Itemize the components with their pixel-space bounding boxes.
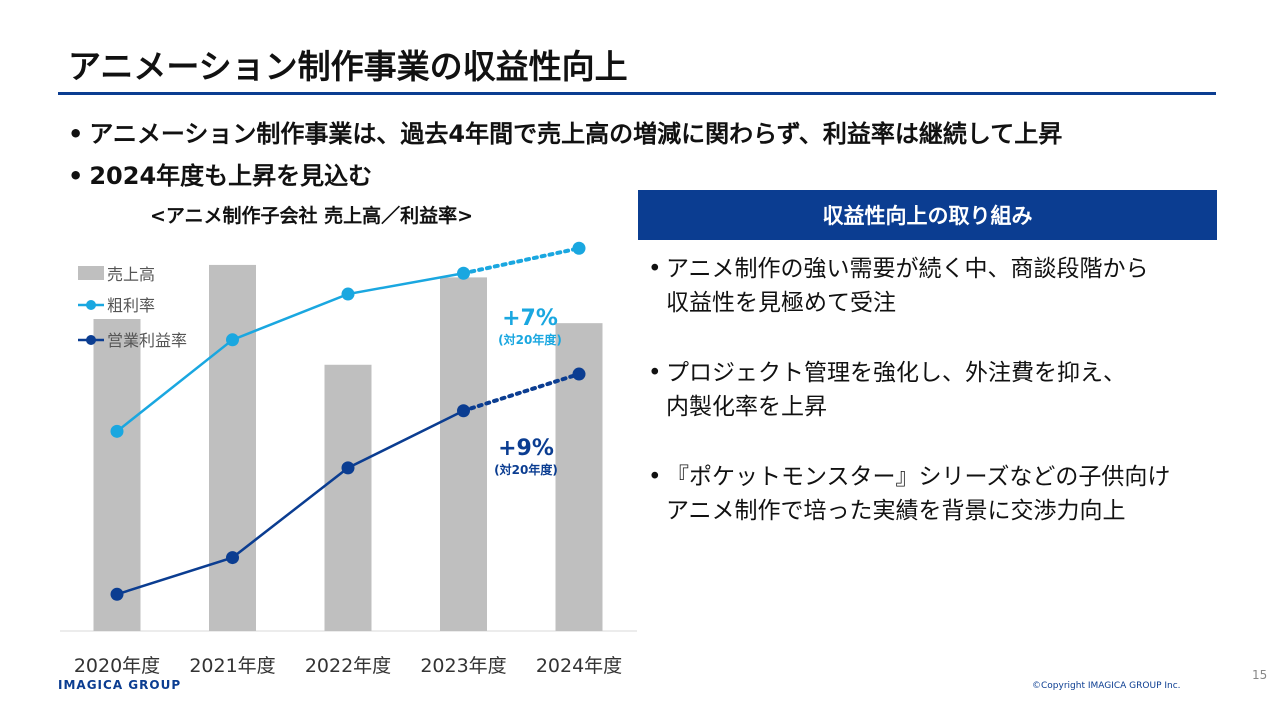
bar-uriage <box>324 364 372 631</box>
bullet-2-text: 2024年度も上昇を見込む <box>89 162 373 190</box>
data-point-operating-margin <box>341 461 355 475</box>
panel-item-line: プロジェクト管理を強化し、外注費を抑え、 <box>666 360 1126 386</box>
data-point-gross-margin <box>457 266 470 280</box>
data-point-operating-margin <box>110 587 124 601</box>
legend-label: 営業利益率 <box>107 331 187 350</box>
series-projection-operating-margin <box>461 372 581 413</box>
data-point-gross-margin <box>226 333 239 347</box>
legend-label: 売上高 <box>107 265 155 284</box>
data-point-operating-margin <box>457 404 470 418</box>
annotation-value-operating: +9% <box>498 436 554 461</box>
x-tick-label: 2023年度 <box>420 655 506 677</box>
panel-item-line: 収益性を見極めて受注 <box>666 290 896 316</box>
series-line-operating-margin <box>116 409 465 596</box>
legend-swatch-gross-marker <box>86 300 96 310</box>
panel-heading-text: 収益性向上の取り組み <box>822 204 1033 228</box>
bullet-2: • 2024年度も上昇を見込む <box>68 162 373 190</box>
data-point-gross-margin <box>572 241 586 255</box>
legend-swatch-operating-marker <box>86 335 96 345</box>
x-tick-label: 2024年度 <box>536 655 622 677</box>
x-tick-label: 2022年度 <box>305 655 391 677</box>
series-projection-gross-margin <box>461 246 581 276</box>
copyright: ©Copyright IMAGICA GROUP Inc. <box>1032 681 1181 691</box>
panel-item-line: アニメ制作で培った実績を背景に交渉力向上 <box>666 498 1126 524</box>
company-logo: IMAGICA GROUP <box>58 678 182 692</box>
annotation-value-gross: +7% <box>502 306 558 331</box>
title-divider <box>58 92 1216 95</box>
annotation-note-gross: (対20年度) <box>498 332 562 347</box>
panel-item-line: アニメ制作の強い需要が続く中、商談段階から <box>666 256 1149 282</box>
panel-item: • プロジェクト管理を強化し、外注費を抑え、 内製化率を上昇 <box>648 356 1218 424</box>
legend-swatch-bar <box>78 266 104 280</box>
panel-heading: 収益性向上の取り組み <box>638 190 1217 240</box>
x-tick-label: 2020年度 <box>74 655 160 677</box>
panel-item: • 『ポケットモンスター』シリーズなどの子供向け アニメ制作で培った実績を背景に… <box>648 460 1218 528</box>
data-point-gross-margin <box>110 424 124 438</box>
bullet-1: • アニメーション制作事業は、過去4年間で売上高の増減に関わらず、利益率は継続して… <box>68 120 1063 148</box>
page-title: アニメーション制作事業の収益性向上 <box>68 47 628 86</box>
bullet-1-text: アニメーション制作事業は、過去4年間で売上高の増減に関わらず、利益率は継続して上… <box>89 120 1063 148</box>
bar-uriage <box>93 319 141 631</box>
data-point-gross-margin <box>341 287 355 301</box>
panel-item: • アニメ制作の強い需要が続く中、商談段階から 収益性を見極めて受注 <box>648 252 1218 320</box>
data-point-operating-margin <box>572 367 586 381</box>
panel-item-line: 内製化率を上昇 <box>666 394 827 420</box>
legend-label: 粗利率 <box>107 296 155 315</box>
chart-title: <アニメ制作子会社 売上高／利益率> <box>150 205 474 227</box>
annotation-note-operating: (対20年度) <box>494 462 558 477</box>
page-number: 15 <box>1252 668 1268 682</box>
bar-uriage <box>440 277 487 631</box>
series-line-gross-margin <box>116 272 464 433</box>
x-tick-label: 2021年度 <box>189 655 275 677</box>
data-point-operating-margin <box>226 551 239 565</box>
bar-uriage <box>209 264 256 631</box>
panel-item-line: 『ポケットモンスター』シリーズなどの子供向け <box>666 464 1171 490</box>
